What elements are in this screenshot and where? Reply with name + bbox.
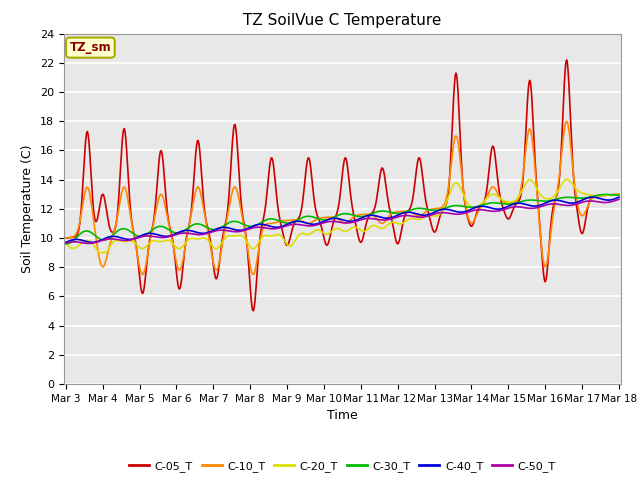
C-20_T bbox=[186, 236, 193, 242]
Line: C-30_T: C-30_T bbox=[66, 194, 619, 244]
C-10_T bbox=[139, 272, 147, 277]
C-10_T bbox=[215, 261, 223, 266]
Title: TZ SoilVue C Temperature: TZ SoilVue C Temperature bbox=[243, 13, 442, 28]
C-40_T bbox=[410, 210, 417, 216]
C-10_T bbox=[410, 211, 418, 217]
C-20_T bbox=[215, 244, 223, 250]
C-20_T bbox=[615, 192, 623, 197]
C-20_T bbox=[410, 216, 418, 222]
C-05_T bbox=[410, 185, 418, 191]
C-40_T bbox=[129, 236, 136, 242]
C-40_T bbox=[214, 226, 222, 231]
C-20_T bbox=[72, 245, 80, 251]
C-50_T bbox=[130, 236, 138, 242]
C-30_T bbox=[215, 226, 223, 231]
C-50_T bbox=[615, 196, 623, 202]
C-40_T bbox=[185, 228, 193, 233]
C-40_T bbox=[62, 240, 70, 245]
C-50_T bbox=[85, 240, 93, 246]
C-10_T bbox=[72, 231, 80, 237]
Line: C-50_T: C-50_T bbox=[66, 199, 619, 243]
C-20_T bbox=[62, 241, 70, 247]
C-10_T bbox=[615, 192, 623, 197]
C-40_T bbox=[72, 237, 80, 242]
C-30_T bbox=[62, 240, 70, 246]
C-10_T bbox=[129, 226, 136, 232]
C-10_T bbox=[427, 206, 435, 212]
C-30_T bbox=[410, 206, 418, 212]
C-50_T bbox=[215, 228, 223, 233]
Line: C-20_T: C-20_T bbox=[66, 180, 619, 252]
C-05_T bbox=[62, 235, 70, 241]
C-20_T bbox=[130, 239, 138, 245]
C-05_T bbox=[214, 269, 222, 275]
C-20_T bbox=[427, 213, 435, 218]
Line: C-05_T: C-05_T bbox=[66, 60, 619, 311]
C-05_T bbox=[427, 218, 435, 224]
C-30_T bbox=[63, 241, 71, 247]
C-10_T bbox=[563, 119, 570, 124]
Text: TZ_sm: TZ_sm bbox=[70, 41, 111, 54]
X-axis label: Time: Time bbox=[327, 409, 358, 422]
C-50_T bbox=[62, 240, 70, 246]
C-40_T bbox=[426, 211, 433, 217]
C-50_T bbox=[427, 212, 435, 218]
Y-axis label: Soil Temperature (C): Soil Temperature (C) bbox=[22, 144, 35, 273]
Line: C-40_T: C-40_T bbox=[66, 197, 619, 242]
C-10_T bbox=[62, 235, 70, 241]
C-05_T bbox=[615, 192, 623, 197]
C-50_T bbox=[72, 239, 80, 245]
C-10_T bbox=[186, 220, 193, 226]
C-50_T bbox=[410, 214, 418, 219]
C-30_T bbox=[601, 192, 609, 197]
C-50_T bbox=[186, 230, 193, 236]
C-30_T bbox=[427, 207, 435, 213]
C-30_T bbox=[73, 235, 81, 240]
C-30_T bbox=[615, 192, 623, 198]
C-05_T bbox=[129, 225, 136, 231]
C-05_T bbox=[185, 223, 193, 228]
C-30_T bbox=[130, 231, 138, 237]
C-20_T bbox=[563, 177, 570, 182]
Line: C-10_T: C-10_T bbox=[66, 121, 619, 275]
Legend: C-05_T, C-10_T, C-20_T, C-30_T, C-40_T, C-50_T: C-05_T, C-10_T, C-20_T, C-30_T, C-40_T, … bbox=[125, 457, 560, 477]
C-05_T bbox=[563, 57, 570, 63]
C-20_T bbox=[95, 250, 103, 255]
C-05_T bbox=[249, 308, 257, 313]
C-40_T bbox=[615, 194, 623, 200]
C-30_T bbox=[186, 224, 193, 230]
C-05_T bbox=[72, 233, 80, 239]
